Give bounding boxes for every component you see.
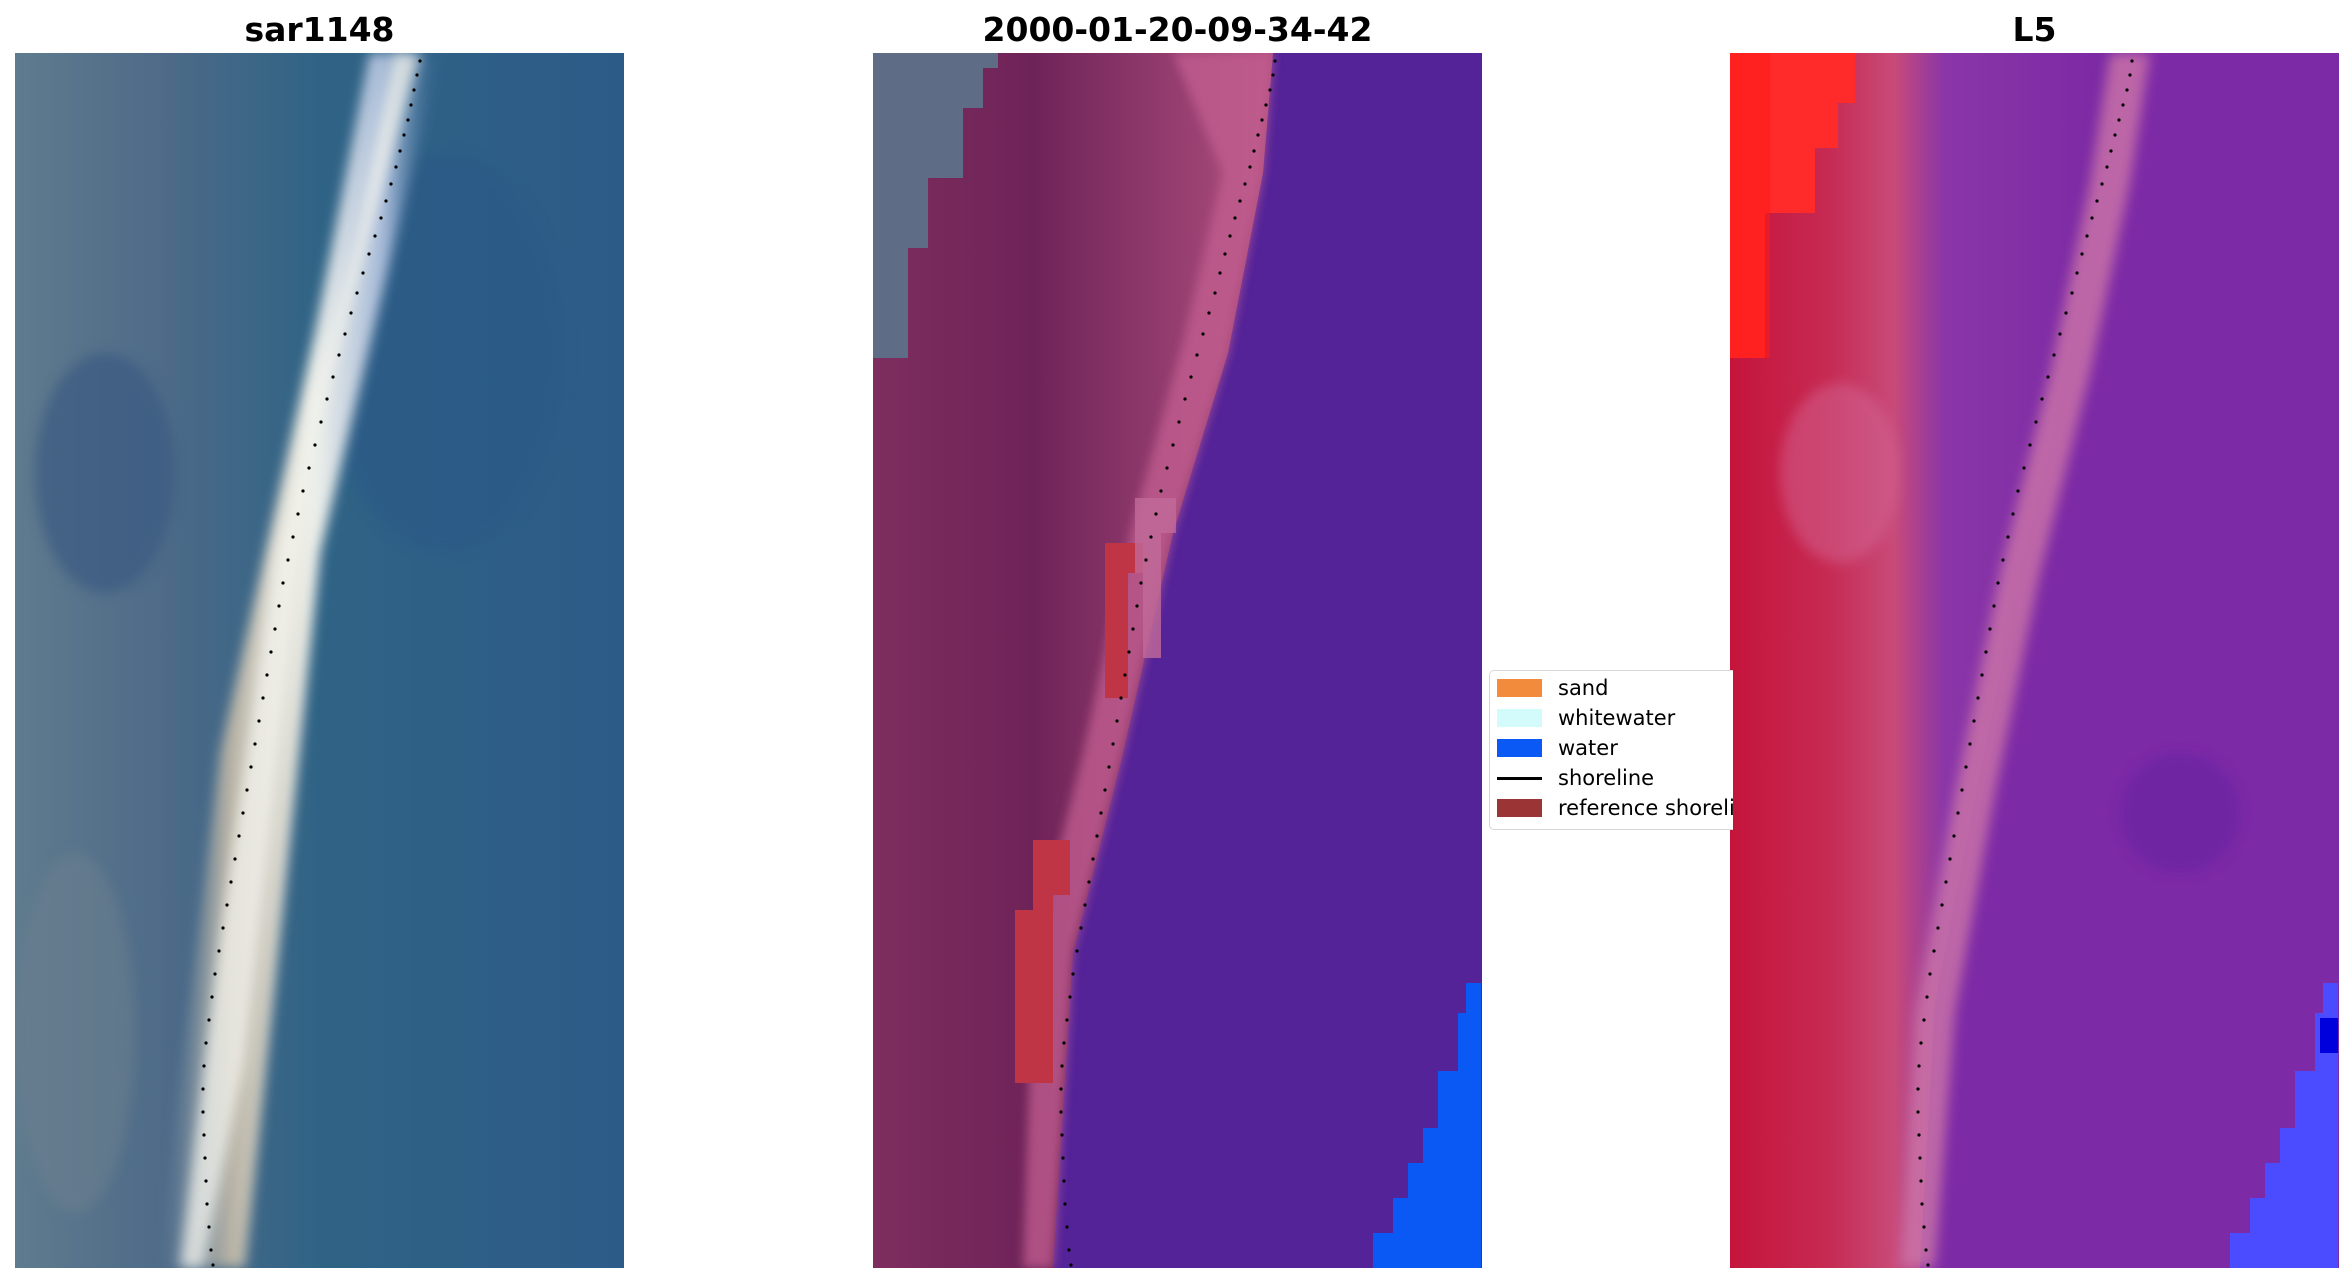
legend-label: water bbox=[1558, 736, 1618, 760]
panel-title-classification: 2000-01-20-09-34-42 bbox=[982, 10, 1373, 49]
reference-shoreline-swatch bbox=[1497, 799, 1542, 817]
legend-label: whitewater bbox=[1558, 706, 1676, 730]
legend-label: reference shoreline bbox=[1558, 796, 1733, 820]
legend: sand whitewater water shoreline referenc… bbox=[1489, 670, 1733, 830]
legend-item-water: water bbox=[1497, 733, 1618, 763]
legend-label: sand bbox=[1558, 676, 1609, 700]
water-swatch bbox=[1497, 739, 1542, 757]
panel-title-false-color: L5 bbox=[2012, 10, 2057, 49]
panel-title-rgb: sar1148 bbox=[244, 10, 395, 49]
legend-item-sand: sand bbox=[1497, 673, 1608, 703]
false-color-image bbox=[1730, 53, 2339, 1268]
rgb-image-panel bbox=[15, 53, 624, 1268]
rgb-image bbox=[15, 53, 624, 1268]
whitewater-swatch bbox=[1497, 709, 1542, 727]
classification-image bbox=[873, 53, 1482, 1268]
legend-item-reference-shoreline: reference shoreline bbox=[1497, 793, 1733, 823]
legend-label: shoreline bbox=[1558, 766, 1655, 790]
sand-swatch bbox=[1497, 679, 1542, 697]
legend-item-shoreline: shoreline bbox=[1497, 763, 1654, 793]
false-color-panel bbox=[1730, 53, 2339, 1268]
shoreline-line bbox=[1497, 776, 1542, 780]
legend-item-whitewater: whitewater bbox=[1497, 703, 1675, 733]
classification-panel bbox=[873, 53, 1482, 1268]
